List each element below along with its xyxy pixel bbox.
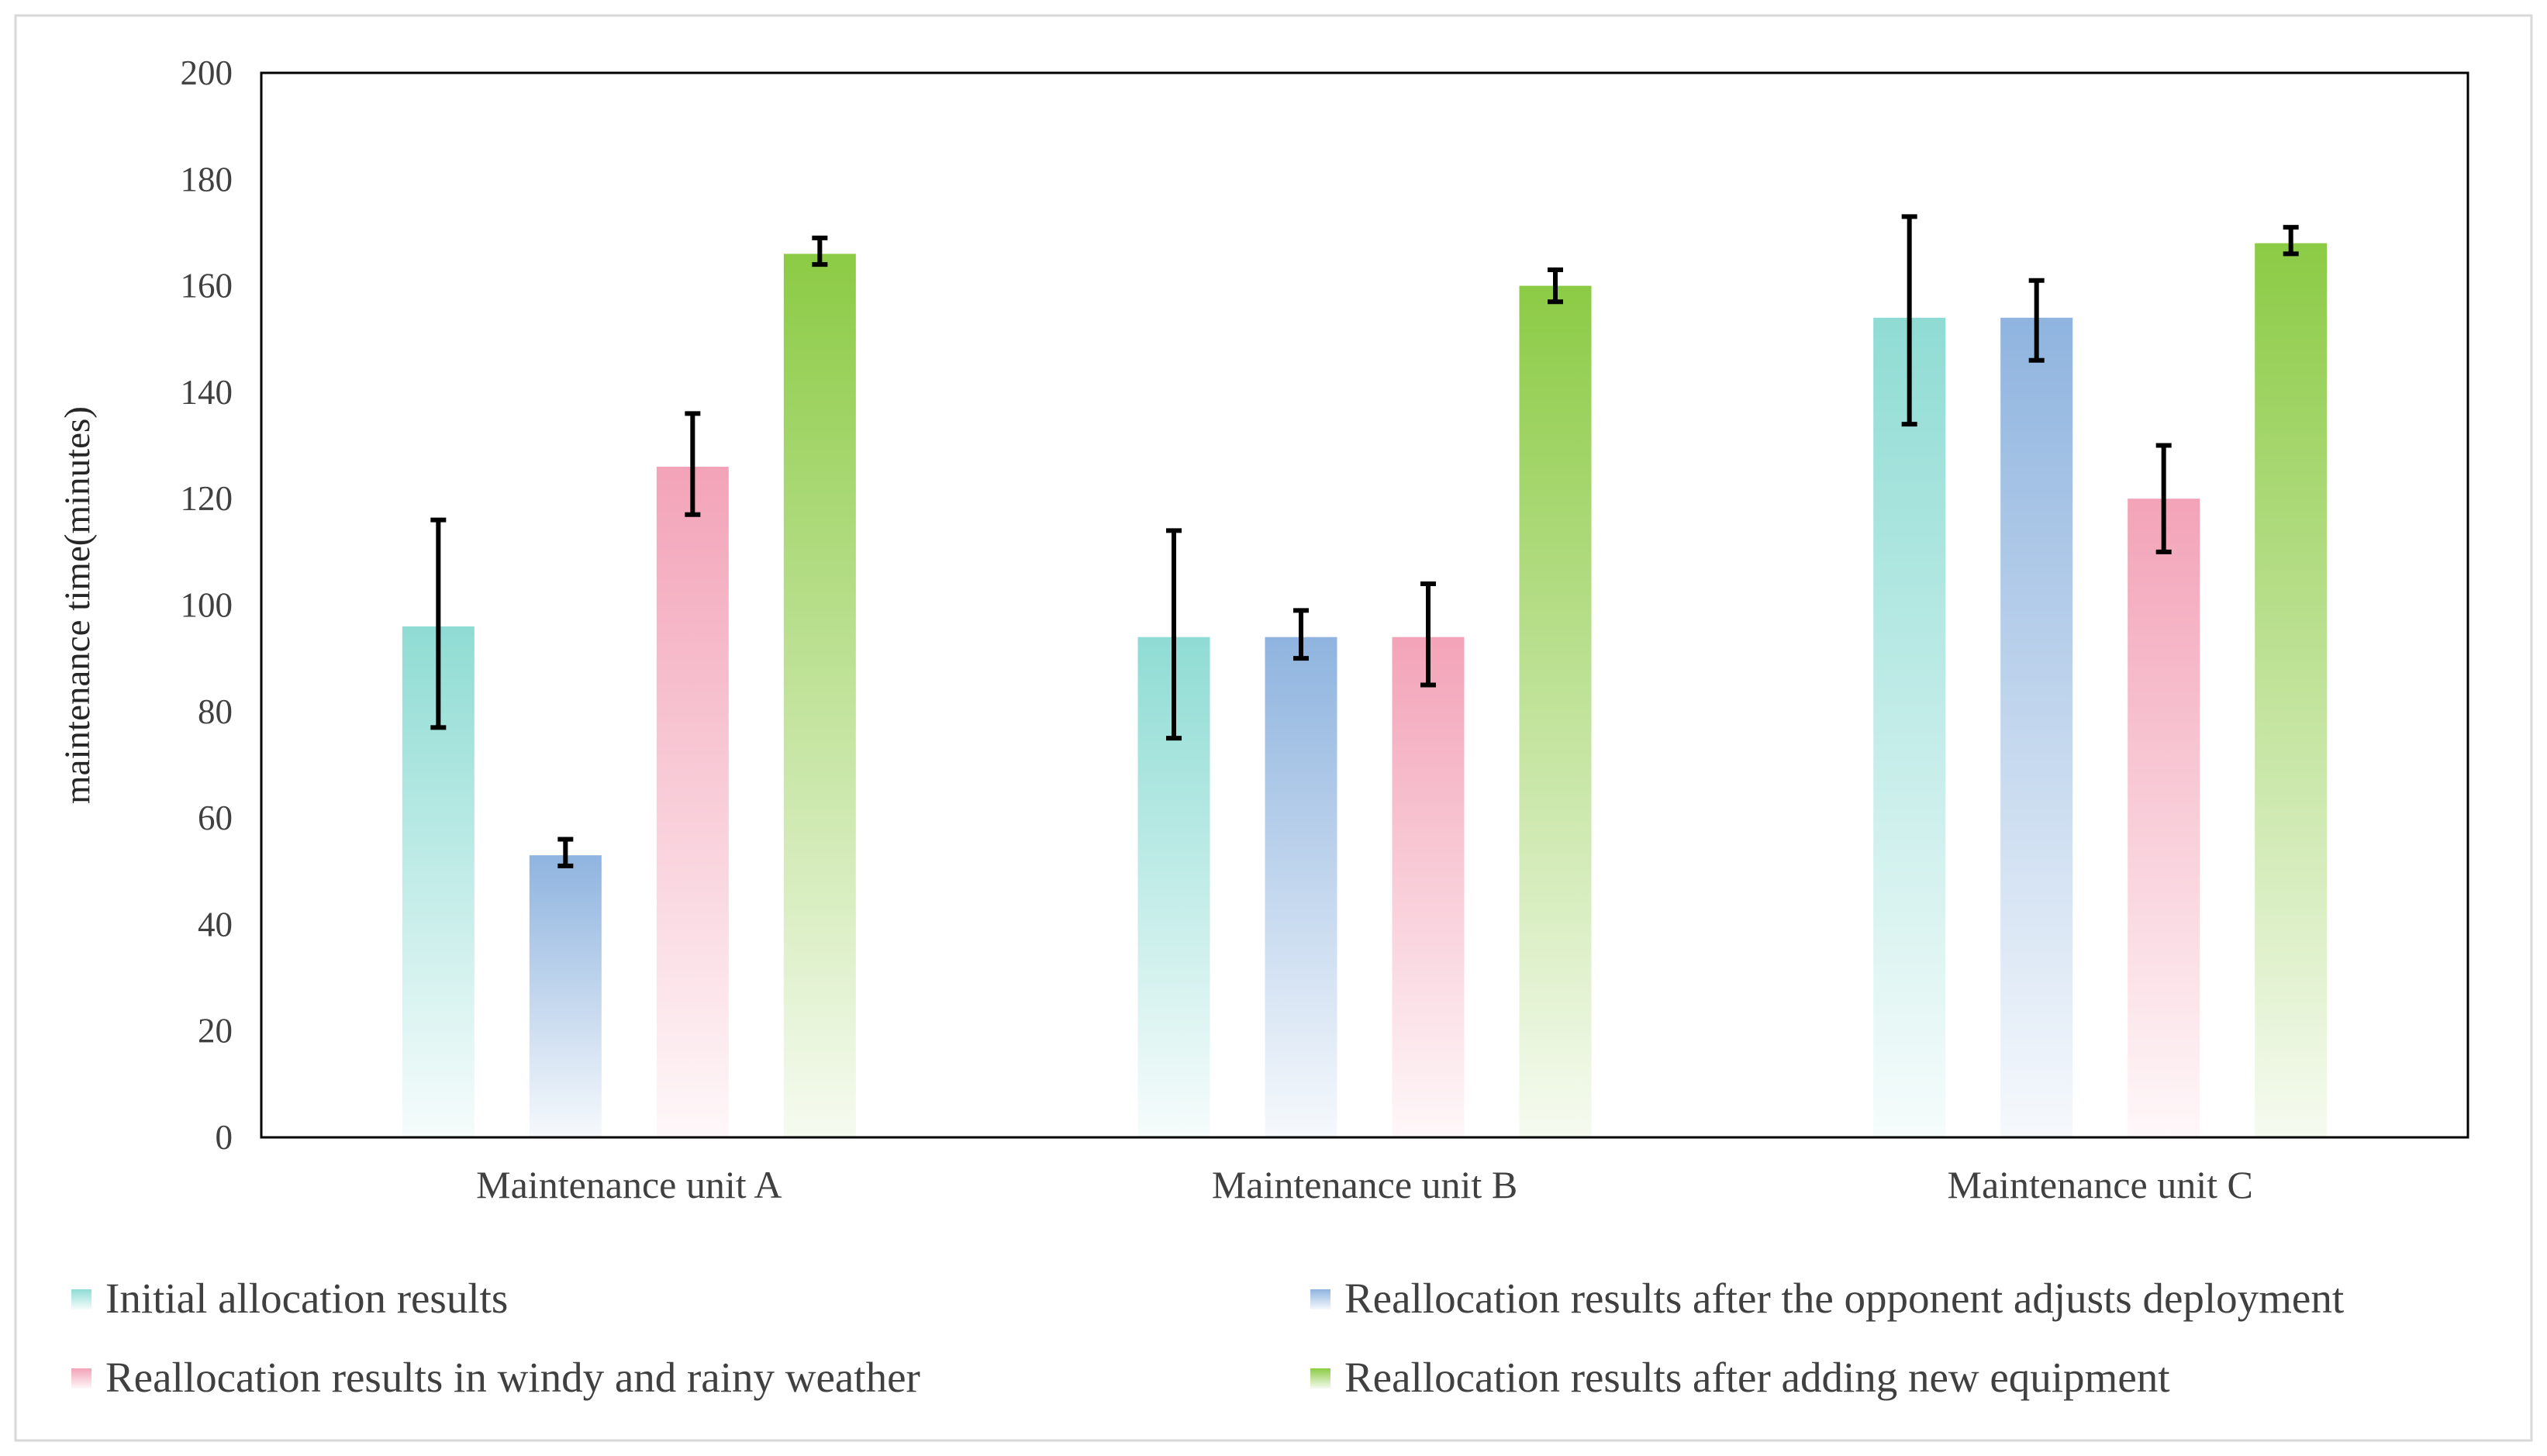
y-tick-label: 180 (181, 160, 233, 198)
y-axis-ticks: 0 20 40 60 80 100 120 140 160 180 200 (181, 53, 233, 1157)
bar (1392, 637, 1465, 1137)
y-tick-label: 60 (198, 799, 233, 837)
plot-area-frame (260, 71, 2469, 1139)
legend-label: Reallocation results after the opponent … (1344, 1275, 2344, 1322)
bar (1873, 317, 1946, 1137)
y-tick-label: 200 (181, 53, 233, 92)
bar (2000, 317, 2073, 1137)
y-axis-title: maintenance time(minutes) (57, 406, 98, 804)
x-category-label: Maintenance unit C (1947, 1163, 2252, 1206)
legend-label: Initial allocation results (105, 1275, 508, 1322)
y-tick-label: 20 (198, 1012, 233, 1051)
legend-swatch (71, 1368, 91, 1389)
bar (1265, 637, 1337, 1137)
legend-swatch (71, 1289, 91, 1309)
legend: Initial allocation results Reallocation r… (71, 1275, 2344, 1401)
x-category-label: Maintenance unit B (1212, 1163, 1517, 1206)
bar (656, 467, 729, 1137)
y-tick-label: 0 (216, 1118, 233, 1157)
y-tick-label: 100 (181, 586, 233, 625)
y-tick-label: 120 (181, 479, 233, 518)
legend-label: Reallocation results after adding new eq… (1344, 1354, 2170, 1401)
legend-label: Reallocation results in windy and rainy … (105, 1354, 920, 1401)
bar (529, 855, 602, 1137)
legend-swatch (1310, 1289, 1330, 1309)
y-tick-label: 80 (198, 692, 233, 731)
x-category-label: Maintenance unit A (476, 1163, 782, 1206)
bar (783, 254, 856, 1137)
x-axis-category-labels: Maintenance unit A Maintenance unit B Main… (476, 1163, 2253, 1206)
error-bar-group (430, 214, 2299, 868)
chart-outer-border (14, 14, 2533, 1442)
bar (2128, 499, 2200, 1137)
bar-group (402, 243, 2328, 1138)
bar (2255, 243, 2328, 1138)
legend-swatch (1310, 1368, 1330, 1389)
y-tick-label: 140 (181, 373, 233, 412)
y-tick-label: 40 (198, 905, 233, 944)
bar (1519, 285, 1592, 1138)
y-tick-label: 160 (181, 267, 233, 305)
